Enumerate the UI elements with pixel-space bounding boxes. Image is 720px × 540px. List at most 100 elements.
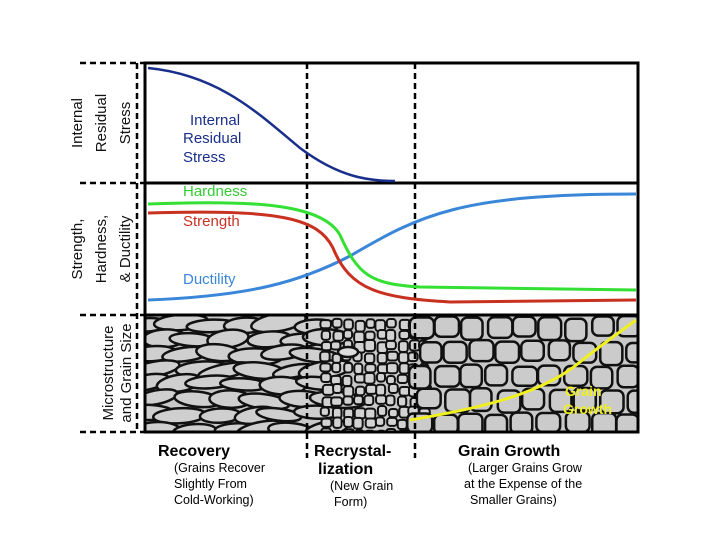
grain (397, 340, 409, 353)
grain (375, 394, 388, 405)
grain (385, 339, 397, 351)
grain (320, 427, 332, 431)
side-label: & Ductility (117, 215, 134, 282)
stress-curve (147, 66, 396, 183)
grain (343, 361, 354, 374)
grain (376, 352, 388, 365)
stage-description: Slightly From (174, 477, 247, 491)
grain (375, 372, 387, 383)
grain (396, 418, 408, 431)
grain (353, 407, 367, 420)
grain (547, 339, 572, 362)
grain (548, 388, 573, 414)
grain (385, 394, 396, 407)
grain (511, 316, 537, 338)
grain (398, 329, 411, 341)
grain (364, 363, 377, 374)
grain (321, 383, 335, 396)
grain-growth-curve (409, 318, 637, 422)
curve-label: Grain (565, 383, 602, 399)
curve-label: Internal (190, 112, 240, 129)
stage-title: Recovery (158, 443, 230, 460)
grain (365, 318, 376, 329)
grain (396, 395, 408, 408)
grain (385, 329, 397, 342)
stage-title: Grain Growth (458, 443, 560, 460)
grain (433, 364, 461, 388)
grain (352, 416, 364, 430)
grain (385, 318, 397, 329)
side-label: Residual (93, 94, 110, 152)
grain (320, 372, 332, 383)
grain (626, 389, 637, 414)
grain (364, 330, 376, 341)
grain (331, 361, 342, 374)
side-label: Microstructure (100, 325, 117, 420)
grain (564, 410, 591, 431)
grain (363, 352, 376, 365)
grain (616, 364, 637, 389)
grain (520, 339, 546, 363)
grain (511, 365, 539, 387)
grain (457, 412, 484, 431)
grain (483, 363, 509, 387)
grain (468, 338, 495, 363)
grain (375, 383, 387, 397)
grain (572, 341, 598, 364)
grain (398, 362, 410, 375)
curve-label: Ductility (183, 271, 236, 288)
stage-description: (Grains Recover (174, 461, 265, 475)
grain (397, 351, 410, 364)
grain (537, 316, 563, 342)
grain (418, 341, 443, 364)
hardness-curve (147, 201, 637, 292)
grain (320, 340, 333, 352)
grain (442, 340, 468, 365)
stage-description: at the Expense of the (464, 477, 582, 491)
stage-description: (Larger Grains Grow (468, 461, 583, 475)
grain (319, 362, 332, 373)
grain (319, 319, 332, 330)
grain (386, 350, 399, 362)
grain (336, 345, 360, 359)
grain (342, 385, 355, 398)
grain (376, 329, 388, 340)
grain (363, 372, 376, 385)
grain (459, 363, 484, 389)
grain (342, 329, 354, 340)
grain (572, 386, 598, 412)
grain (319, 350, 331, 363)
stage-description: Cold-Working) (174, 493, 254, 507)
grain (330, 340, 342, 351)
grain (341, 374, 353, 388)
grain (509, 411, 534, 431)
grain (415, 387, 442, 410)
grain (615, 413, 637, 431)
grain (374, 416, 386, 427)
grain (535, 411, 562, 431)
grain (590, 316, 615, 337)
stage-description: Smaller Grains) (470, 493, 557, 507)
grain (320, 417, 333, 428)
grain (330, 396, 344, 407)
stage-title: lization (318, 461, 373, 478)
grain (343, 318, 354, 331)
grain (343, 416, 354, 428)
stage-title: Recrystal- (314, 443, 391, 460)
grain (342, 395, 354, 406)
grain (353, 394, 364, 406)
grain (364, 417, 377, 429)
grain (387, 383, 399, 394)
side-label: and Grain Size (118, 323, 135, 422)
grain (483, 413, 509, 431)
grain (385, 362, 399, 375)
grain (407, 364, 432, 390)
grain (564, 317, 588, 343)
stage-description: Form) (334, 495, 367, 509)
curve-label: Stress (183, 149, 226, 166)
grain (387, 407, 399, 419)
grain (459, 316, 484, 341)
grain (363, 339, 377, 352)
side-label: Hardness, (93, 215, 110, 283)
